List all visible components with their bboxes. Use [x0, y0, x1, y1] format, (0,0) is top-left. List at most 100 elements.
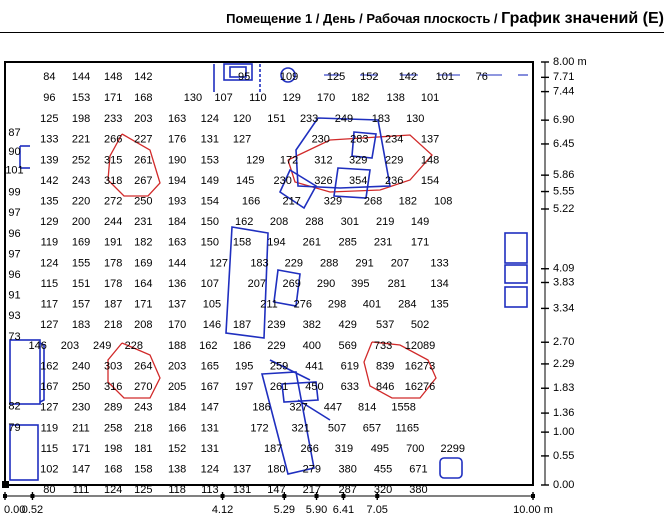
value-label: 495 — [371, 443, 389, 455]
y-tick-label: 5.22 — [553, 203, 574, 215]
value-label: 184 — [168, 402, 186, 414]
value-label: 194 — [168, 175, 186, 187]
value-label: 846 — [376, 381, 394, 393]
value-label: 261 — [134, 154, 152, 166]
y-tick-label: 5.86 — [553, 169, 574, 181]
value-label: 276 — [294, 299, 312, 311]
value-label: 172 — [280, 154, 298, 166]
value-label: 120 — [233, 113, 251, 125]
value-label: 291 — [355, 257, 373, 269]
value-label: 193 — [168, 195, 186, 207]
value-label: 537 — [376, 319, 394, 331]
value-label: 229 — [385, 154, 403, 166]
chair-top-3 — [351, 131, 377, 159]
y-tick-label: 7.71 — [553, 71, 574, 83]
value-label: 243 — [134, 402, 152, 414]
cabinet-left — [9, 339, 41, 405]
value-label: 569 — [338, 340, 356, 352]
value-label: 149 — [201, 175, 219, 187]
x-tick-label: 4.12 — [212, 504, 233, 516]
value-label: 395 — [351, 278, 369, 290]
value-label: 138 — [387, 92, 405, 104]
value-label: 144 — [72, 71, 90, 83]
y-tick-label: 5.55 — [553, 185, 574, 197]
value-label: 266 — [300, 443, 318, 455]
value-label: 125 — [327, 71, 345, 83]
value-label: 80 — [43, 484, 55, 496]
value-label: 187 — [104, 299, 122, 311]
header-title: График значений (E) — [501, 10, 664, 27]
value-label: 217 — [283, 195, 301, 207]
value-label: 150 — [201, 237, 219, 249]
value-label: 272 — [104, 195, 122, 207]
value-label: 284 — [398, 299, 416, 311]
round-object — [280, 67, 296, 83]
value-label: 124 — [40, 257, 58, 269]
value-label: 190 — [168, 154, 186, 166]
value-label: 82 — [8, 401, 20, 413]
value-label: 157 — [72, 299, 90, 311]
value-label: 188 — [168, 340, 186, 352]
value-label: 124 — [201, 464, 219, 476]
value-label: 401 — [363, 299, 381, 311]
value-label: 380 — [409, 484, 427, 496]
y-tick-label: 6.45 — [553, 138, 574, 150]
value-label: 109 — [280, 71, 298, 83]
value-label: 178 — [104, 257, 122, 269]
value-label: 181 — [134, 443, 152, 455]
value-label: 315 — [104, 154, 122, 166]
value-label: 354 — [349, 175, 367, 187]
shelf-right-1 — [504, 232, 528, 264]
x-tick-label: 7.05 — [367, 504, 388, 516]
value-label: 137 — [168, 299, 186, 311]
value-label: 131 — [201, 422, 219, 434]
value-label: 191 — [104, 237, 122, 249]
value-label: 133 — [40, 134, 58, 146]
bench-line-2 — [297, 399, 331, 421]
value-label: 127 — [233, 134, 251, 146]
value-label: 167 — [40, 381, 58, 393]
value-label: 227 — [134, 134, 152, 146]
value-label: 113 — [201, 484, 219, 496]
value-label: 183 — [250, 257, 268, 269]
value-label: 839 — [376, 360, 394, 372]
value-label: 171 — [104, 92, 122, 104]
value-label: 700 — [406, 443, 424, 455]
value-label: 84 — [43, 71, 55, 83]
value-label: 136 — [168, 278, 186, 290]
value-label: 119 — [41, 237, 59, 249]
value-label: 151 — [267, 113, 285, 125]
value-label: 127 — [40, 402, 58, 414]
value-label: 429 — [338, 319, 356, 331]
value-label: 221 — [72, 134, 90, 146]
value-label: 236 — [385, 175, 403, 187]
value-label: 230 — [312, 134, 330, 146]
value-label: 96 — [8, 269, 20, 281]
chair-top-1 — [333, 167, 371, 199]
value-label: 149 — [411, 216, 429, 228]
value-label: 283 — [350, 134, 368, 146]
value-label: 148 — [421, 154, 439, 166]
value-label: 107 — [214, 92, 232, 104]
value-label: 316 — [104, 381, 122, 393]
value-label: 165 — [201, 360, 219, 372]
value-label: 152 — [168, 443, 186, 455]
value-label: 814 — [358, 402, 376, 414]
value-label: 115 — [41, 278, 59, 290]
x-tick-label: 6.41 — [333, 504, 354, 516]
value-label: 144 — [168, 257, 186, 269]
value-label: 231 — [374, 237, 392, 249]
value-label: 1558 — [391, 402, 415, 414]
y-tick-label: 1.36 — [553, 407, 574, 419]
cabinet-left-edge — [39, 342, 45, 403]
value-label: 320 — [374, 484, 392, 496]
value-label: 169 — [72, 237, 90, 249]
value-label: 733 — [374, 340, 392, 352]
value-label: 108 — [434, 195, 452, 207]
header-rule — [0, 32, 664, 33]
value-label: 93 — [8, 310, 20, 322]
value-label: 298 — [328, 299, 346, 311]
value-label: 218 — [134, 422, 152, 434]
value-label: 105 — [203, 299, 221, 311]
value-label: 162 — [40, 360, 58, 372]
